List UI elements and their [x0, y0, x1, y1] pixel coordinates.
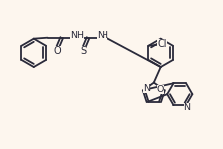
Text: S: S — [80, 46, 87, 56]
Text: N: N — [184, 103, 191, 112]
Text: N: N — [143, 84, 150, 93]
Text: O: O — [157, 85, 164, 94]
Text: H: H — [100, 31, 107, 40]
Text: Cl: Cl — [157, 39, 167, 49]
Text: O: O — [53, 46, 61, 56]
Text: NH: NH — [70, 31, 85, 40]
Text: N: N — [97, 31, 104, 40]
